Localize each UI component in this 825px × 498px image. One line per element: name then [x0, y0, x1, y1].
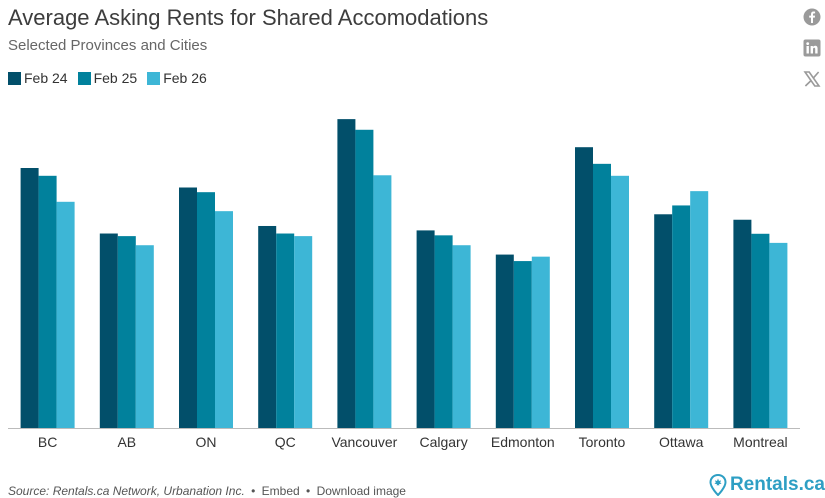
footer: Source: Rentals.ca Network, Urbanation I… [8, 484, 406, 498]
chart-title: Average Asking Rents for Shared Accomoda… [8, 5, 489, 30]
bar-calgary-feb-26[interactable] [452, 245, 471, 428]
embed-link[interactable]: Embed [261, 484, 300, 498]
bar-calgary-feb-24[interactable] [416, 230, 435, 428]
bar-qc-feb-26[interactable] [294, 236, 313, 428]
bar-ottawa-feb-24[interactable] [654, 214, 673, 428]
legend-label-feb-26: Feb 26 [163, 70, 207, 86]
x-tick-label-montreal: Montreal [733, 434, 787, 450]
x-icon[interactable] [803, 70, 821, 88]
x-tick-label-bc: BC [38, 434, 57, 450]
x-tick-label-calgary: Calgary [419, 434, 467, 450]
download-image-link[interactable]: Download image [316, 484, 406, 498]
bar-toronto-feb-26[interactable] [611, 175, 629, 428]
bar-edmonton-feb-26[interactable] [531, 256, 550, 428]
bar-edmonton-feb-25[interactable] [513, 261, 532, 428]
facebook-icon[interactable] [803, 8, 821, 26]
bar-qc-feb-25[interactable] [276, 233, 295, 428]
bar-ottawa-feb-25[interactable] [672, 205, 691, 428]
x-tick-label-qc: QC [275, 434, 296, 450]
x-tick-label-vancouver: Vancouver [331, 434, 397, 450]
footer-bullet: • [251, 484, 256, 498]
legend-item-feb-24[interactable]: Feb 24 [8, 70, 68, 86]
bar-on-feb-24[interactable] [179, 187, 197, 429]
bar-ab-feb-26[interactable] [135, 245, 154, 428]
bar-montreal-feb-25[interactable] [751, 233, 770, 428]
legend-item-feb-26[interactable]: Feb 26 [147, 70, 207, 86]
legend-label-feb-25: Feb 25 [93, 70, 138, 86]
bar-ottawa-feb-26[interactable] [690, 191, 709, 428]
bar-on-feb-26[interactable] [215, 211, 233, 428]
legend: Feb 24 Feb 25 Feb 26 [8, 70, 217, 86]
legend-label-feb-24: Feb 24 [24, 70, 68, 86]
social-share [803, 8, 825, 101]
rentals-ca-logo: Rentals.ca [709, 474, 825, 496]
x-tick-label-ottawa: Ottawa [659, 434, 704, 450]
x-tick-label-ab: AB [117, 434, 136, 450]
footer-bullet: • [306, 484, 311, 498]
bar-montreal-feb-26[interactable] [769, 242, 788, 428]
bar-toronto-feb-25[interactable] [593, 163, 611, 428]
legend-item-feb-25[interactable]: Feb 25 [77, 70, 138, 86]
x-tick-label-edmonton: Edmonton [491, 434, 555, 450]
map-pin-icon [709, 474, 727, 496]
linkedin-icon[interactable] [803, 39, 821, 57]
source-note: Source: Rentals.ca Network, Urbanation I… [8, 484, 245, 498]
legend-swatch-feb-26 [147, 71, 161, 85]
x-tick-label-toronto: Toronto [579, 434, 626, 450]
bar-toronto-feb-24[interactable] [575, 147, 593, 428]
bar-ab-feb-24[interactable] [99, 233, 118, 428]
brand-name: Rentals.ca [729, 474, 825, 495]
bar-bc-feb-25[interactable] [38, 175, 57, 428]
bar-on-feb-25[interactable] [197, 192, 215, 428]
bar-calgary-feb-25[interactable] [434, 235, 453, 428]
legend-swatch-feb-25 [77, 71, 91, 85]
bar-edmonton-feb-24[interactable] [495, 254, 514, 428]
bar-bc-feb-26[interactable] [56, 201, 75, 428]
bar-ab-feb-25[interactable] [117, 236, 136, 428]
bar-vancouver-feb-26[interactable] [373, 175, 392, 428]
bar-bc-feb-24[interactable] [20, 168, 39, 428]
chart-subtitle: Selected Provinces and Cities [8, 37, 208, 54]
legend-swatch-feb-24 [8, 71, 21, 85]
bar-montreal-feb-24[interactable] [733, 219, 752, 428]
bar-vancouver-feb-25[interactable] [355, 129, 374, 428]
bar-qc-feb-24[interactable] [258, 225, 277, 428]
x-tick-label-on: ON [196, 434, 217, 450]
bar-vancouver-feb-24[interactable] [337, 119, 356, 429]
